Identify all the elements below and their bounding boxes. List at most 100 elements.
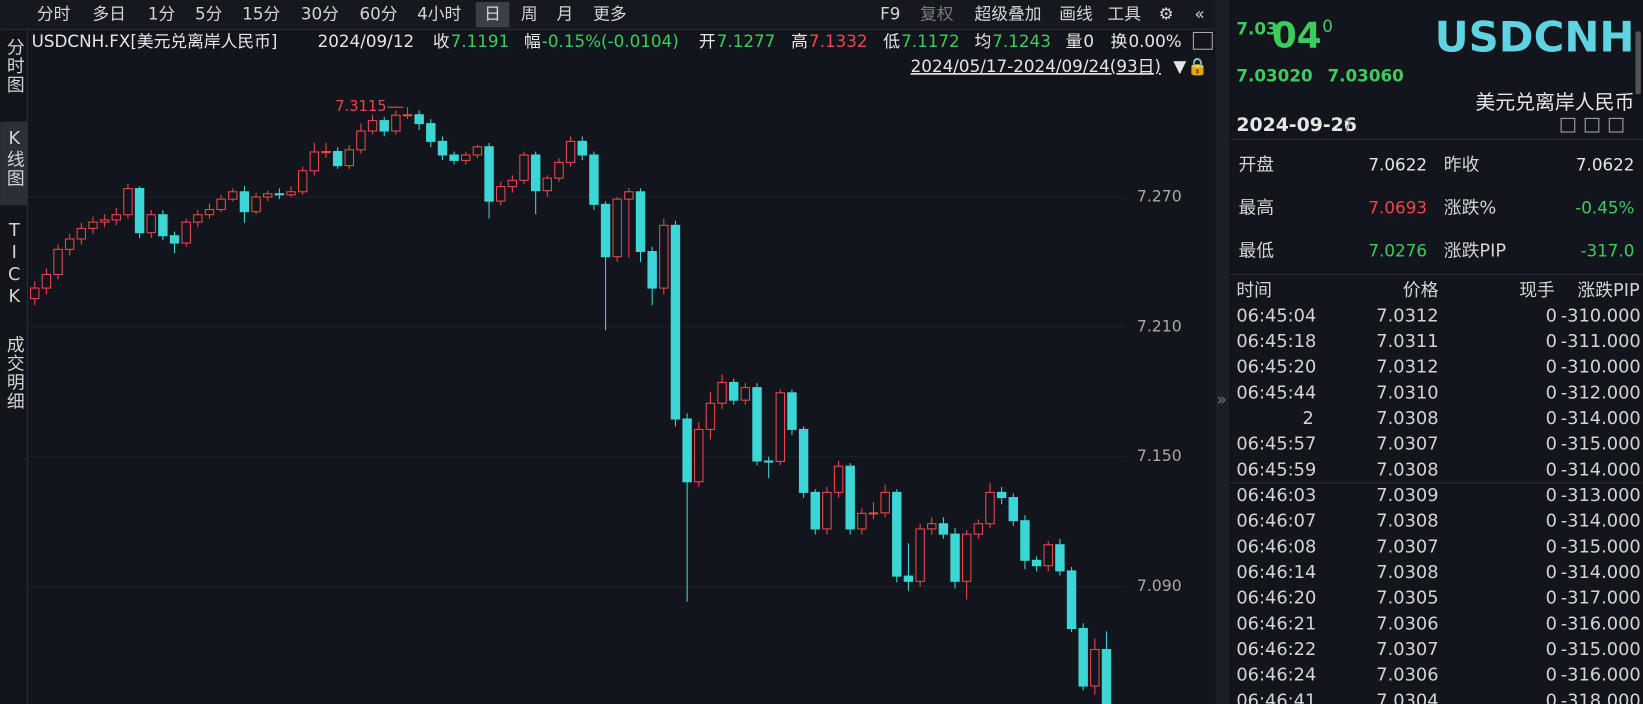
candle-body bbox=[204, 209, 215, 216]
max-label: 7.3115 bbox=[335, 98, 386, 115]
column-header: 时间 bbox=[1236, 280, 1272, 301]
lock-icon[interactable]: 🔒 bbox=[1187, 56, 1208, 76]
candle-body bbox=[542, 177, 553, 192]
trade-cell: 0 bbox=[1546, 536, 1557, 557]
field-value: 7.1191 bbox=[451, 31, 510, 51]
candle-body bbox=[1031, 559, 1042, 567]
copy-icon[interactable] bbox=[1584, 117, 1600, 133]
candle-body bbox=[798, 428, 809, 493]
bid: 7.03020 bbox=[1236, 65, 1312, 85]
trade-cell: 7.0312 bbox=[1376, 357, 1438, 378]
candle-body bbox=[88, 221, 98, 229]
period-tab[interactable]: 60分 bbox=[359, 4, 397, 24]
candle-body bbox=[391, 114, 401, 132]
period-tab[interactable]: 1分 bbox=[148, 4, 176, 24]
sidebar-tab[interactable]: K线图 bbox=[4, 128, 25, 188]
add-icon[interactable] bbox=[1608, 117, 1624, 133]
trade-cell: 06:46:20 bbox=[1236, 588, 1316, 609]
tool-button[interactable]: 超级叠加 bbox=[974, 4, 1041, 24]
tool-button[interactable]: 画线 bbox=[1059, 4, 1093, 24]
trade-cell: 06:45:04 bbox=[1236, 305, 1316, 326]
trade-cell: -315.000 bbox=[1561, 536, 1641, 557]
trade-cell: 7.0307 bbox=[1376, 639, 1438, 660]
candle-body bbox=[530, 154, 541, 192]
collapse-panel[interactable]: « bbox=[1195, 4, 1205, 24]
sidebar-tab[interactable]: TICK bbox=[4, 220, 25, 308]
candle-body bbox=[938, 523, 949, 535]
period-tab[interactable]: 分时 bbox=[37, 4, 71, 24]
trade-cell: 0 bbox=[1546, 613, 1557, 634]
period-tab[interactable]: 日 bbox=[484, 4, 501, 24]
period-tab[interactable]: 15分 bbox=[242, 4, 280, 24]
settings-icon[interactable]: ⚙ bbox=[1159, 4, 1174, 24]
candle-body bbox=[274, 193, 285, 196]
candle-body bbox=[263, 193, 273, 198]
candle-body bbox=[950, 533, 960, 582]
period-tab[interactable]: 5分 bbox=[195, 4, 223, 24]
help[interactable]: ? bbox=[1343, 116, 1352, 136]
stat-value: 7.0622 bbox=[1368, 155, 1427, 175]
tool-button[interactable]: 复权 bbox=[920, 4, 954, 24]
candle-body bbox=[973, 523, 984, 535]
candle-body bbox=[996, 491, 1007, 499]
trade-cell: 06:45:57 bbox=[1236, 434, 1316, 455]
trade-cell: 06:46:07 bbox=[1236, 511, 1316, 532]
period-tab[interactable]: 更多 bbox=[593, 4, 627, 24]
period-tab[interactable]: 30分 bbox=[301, 4, 339, 24]
tab-selected bbox=[475, 2, 510, 28]
candle-body bbox=[822, 491, 832, 530]
collapse-icon[interactable]: » bbox=[1217, 389, 1227, 409]
trade-cell: 7.0310 bbox=[1376, 382, 1438, 403]
trade-cell: 7.0309 bbox=[1376, 485, 1438, 506]
candle-body bbox=[472, 146, 483, 156]
tool-button[interactable]: 工具 bbox=[1108, 4, 1142, 24]
period-tab[interactable]: 月 bbox=[556, 4, 573, 24]
sidebar-tab[interactable]: 成交明细 bbox=[4, 335, 25, 411]
field-label: 高 bbox=[791, 31, 808, 51]
edit-icon[interactable] bbox=[1560, 117, 1576, 133]
wp-icon[interactable] bbox=[1192, 31, 1213, 50]
period-tab[interactable]: 周 bbox=[521, 4, 538, 24]
candle-body bbox=[1043, 544, 1053, 567]
candle-body bbox=[915, 528, 925, 582]
candle-body bbox=[927, 523, 937, 530]
period-tab[interactable]: 4小时 bbox=[417, 4, 461, 24]
candle-body bbox=[507, 179, 518, 188]
trade-cell: 0 bbox=[1546, 408, 1557, 429]
trade-cell: -314.000 bbox=[1561, 459, 1641, 480]
candle-body bbox=[309, 151, 320, 172]
trade-cell: 06:45:18 bbox=[1236, 331, 1316, 352]
quote-date: 2024-09-26 bbox=[1236, 115, 1357, 136]
trade-cell: -313.000 bbox=[1561, 485, 1641, 506]
trade-cell: 2 bbox=[1303, 408, 1314, 429]
candle-body bbox=[612, 198, 622, 258]
trade-cell: 0 bbox=[1546, 382, 1557, 403]
bar-date: 2024/09/12 bbox=[318, 31, 415, 51]
date-range[interactable]: 2024/05/17-2024/09/24(93日) bbox=[911, 56, 1161, 76]
tool-button[interactable]: F9 bbox=[880, 4, 900, 24]
sidebar-active bbox=[0, 121, 28, 206]
candle-body bbox=[321, 151, 331, 154]
dropdown-icon[interactable]: ▼ bbox=[1173, 56, 1186, 76]
candle-body bbox=[251, 196, 261, 213]
scrollbar[interactable] bbox=[1635, 31, 1641, 95]
candle-body bbox=[1066, 570, 1077, 630]
column-header: 现手 bbox=[1519, 280, 1555, 301]
period-tab[interactable]: 多日 bbox=[92, 4, 126, 24]
candle-body bbox=[64, 238, 75, 250]
candle-body bbox=[635, 191, 646, 253]
candle-body bbox=[694, 428, 704, 483]
candle-body bbox=[76, 227, 87, 240]
candle-body bbox=[565, 140, 576, 163]
y-tick-label: 7.270 bbox=[1137, 186, 1182, 205]
trade-cell: 7.0304 bbox=[1376, 690, 1438, 704]
ask: 7.03060 bbox=[1327, 65, 1403, 85]
stat-label: 最高 bbox=[1238, 197, 1274, 218]
candle-body bbox=[437, 140, 448, 156]
field-label: 均 bbox=[974, 31, 991, 51]
field-value: 7.1243 bbox=[992, 31, 1051, 51]
candle-body bbox=[717, 381, 727, 404]
sidebar-tab[interactable]: 分时图 bbox=[4, 37, 25, 94]
divider[interactable] bbox=[1215, 0, 1230, 704]
